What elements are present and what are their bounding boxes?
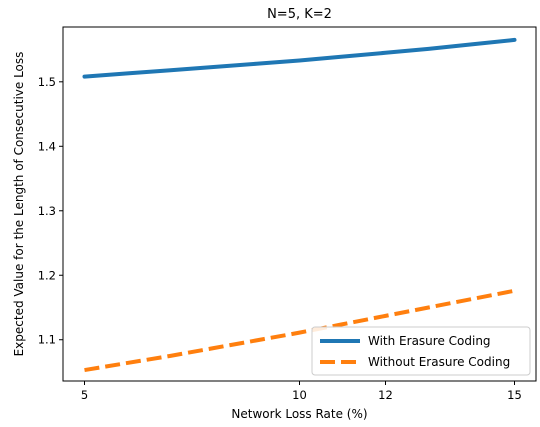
legend-box: [311, 326, 531, 376]
series-line-2: [84, 288, 515, 373]
x-tick-label: 5: [81, 388, 88, 402]
chart-title: N=5, K=2: [267, 7, 332, 22]
x-tick-label: 15: [507, 388, 522, 402]
legend-label-2: Without Erasure Coding: [368, 355, 510, 369]
plot-area: [82, 37, 517, 373]
x-axis-label: Network Loss Rate (%): [231, 407, 367, 421]
x-axis: 5 10 12 15: [81, 381, 522, 402]
y-tick-label: 1.5: [38, 75, 56, 89]
x-tick-label: 12: [378, 388, 393, 402]
series-line-1: [82, 37, 517, 79]
y-tick-label: 1.2: [38, 268, 56, 282]
y-axis: 1.1 1.2 1.3 1.4 1.5: [38, 75, 63, 347]
legend: With Erasure Coding Without Erasure Codin…: [311, 326, 531, 376]
y-tick-label: 1.3: [38, 204, 56, 218]
x-tick-label: 10: [292, 388, 307, 402]
y-tick-label: 1.1: [38, 333, 56, 347]
y-axis-label: Expected Value for the Length of Consecu…: [12, 52, 26, 357]
legend-label-1: With Erasure Coding: [368, 334, 491, 348]
y-tick-label: 1.4: [38, 139, 56, 153]
